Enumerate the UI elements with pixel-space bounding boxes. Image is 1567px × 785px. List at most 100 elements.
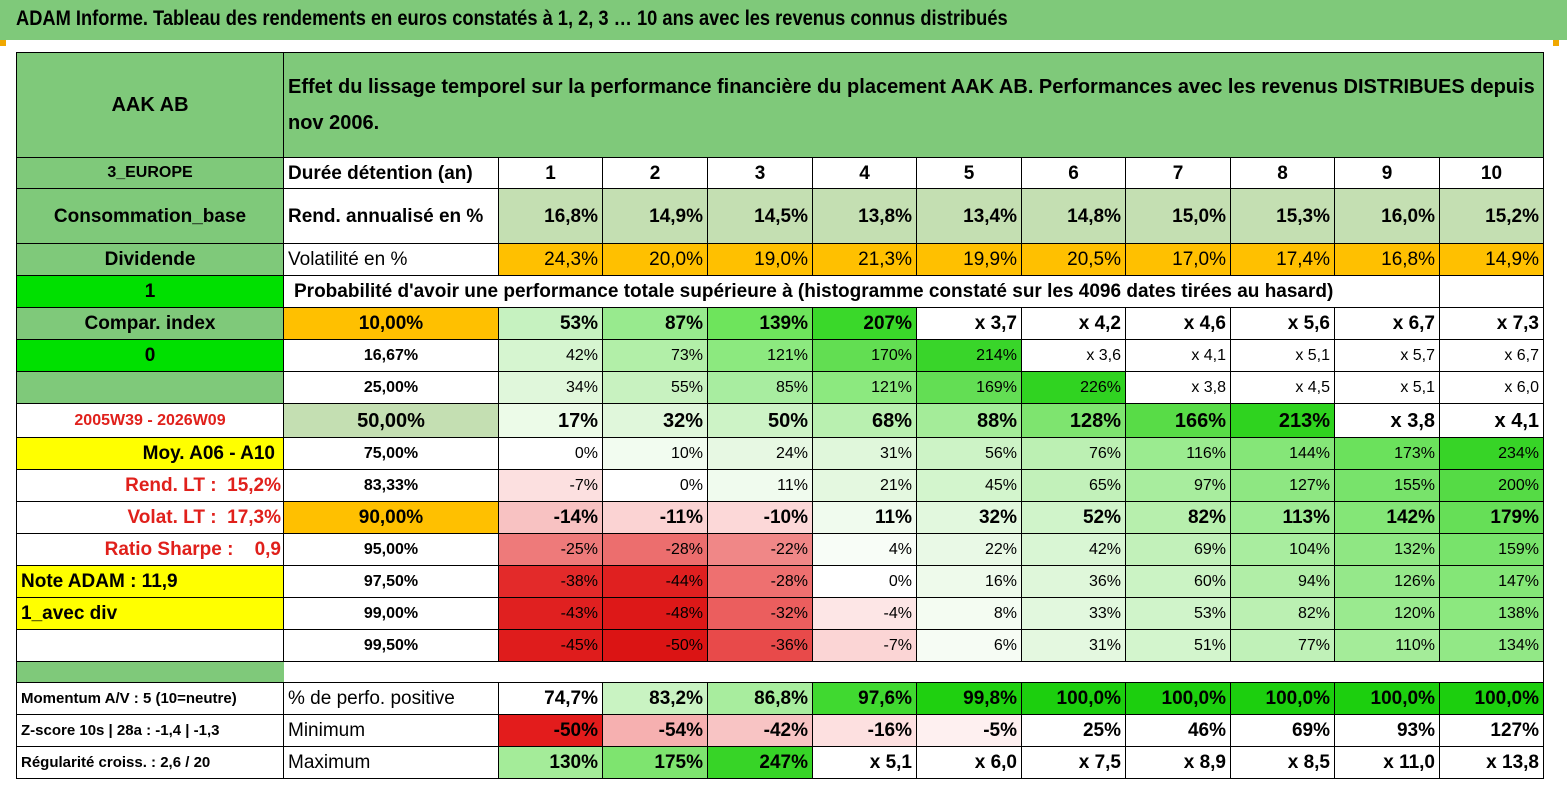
prob-value: 85% (707, 371, 813, 404)
rend-lt-label: Rend. LT : (125, 475, 217, 496)
year-cell: 6 (1021, 157, 1126, 189)
prob-row: 25,00% 34% 55% 85% 121% 169% 226% x 3,8 … (16, 371, 1544, 404)
prob-value: 120% (1334, 597, 1440, 630)
rend-value: 14,9% (602, 188, 708, 244)
year-cell: 2 (602, 157, 708, 189)
rend-label: Rend. annualisé en % (283, 188, 499, 244)
prob-value: 11% (707, 469, 813, 502)
moy-cell: Moy. A06 - A10 (16, 437, 284, 470)
type-cell: Dividende (16, 243, 284, 276)
prob-value: 142% (1334, 501, 1440, 534)
prob-value: -32% (707, 597, 813, 630)
prob-value: 51% (1125, 629, 1231, 662)
volat-lt-label: Volat. LT : (127, 507, 217, 528)
prob-value: 24% (707, 437, 813, 470)
duree-label: Durée détention (an) (283, 157, 499, 189)
prob-value: 60% (1125, 565, 1231, 598)
prob-value: 0% (812, 565, 917, 598)
prob-value: 21% (812, 469, 917, 502)
min-value: -42% (707, 714, 813, 747)
max-label: Maximum (283, 746, 499, 779)
prob-threshold: 10,00% (283, 307, 499, 340)
prob-value: -11% (602, 501, 708, 534)
prob-value: 34% (498, 371, 603, 404)
min-value: 69% (1230, 714, 1335, 747)
prob-value: 10% (602, 437, 708, 470)
prob-value: -10% (707, 501, 813, 534)
prob-value: 32% (916, 501, 1022, 534)
prob-value: 179% (1439, 501, 1544, 534)
prob-value: 8% (916, 597, 1022, 630)
sector-cell: Consommation_base (16, 188, 284, 244)
max-value: x 8,5 (1230, 746, 1335, 779)
prob-threshold: 50,00% (283, 403, 499, 438)
table-description: Effet du lissage temporel sur la perform… (283, 52, 1544, 158)
prob-value: -7% (812, 629, 917, 662)
prob-value: 73% (602, 339, 708, 372)
prob-value: x 5,6 (1230, 307, 1335, 340)
prob-value: x 3,8 (1125, 371, 1231, 404)
prob-value: 144% (1230, 437, 1335, 470)
prob-value: 0% (602, 469, 708, 502)
prob-value: x 4,2 (1021, 307, 1126, 340)
vol-row: Dividende Volatilité en % 24,3% 20,0% 19… (16, 243, 1544, 276)
prob-threshold: 16,67% (283, 339, 499, 372)
prob-threshold: 75,00% (283, 437, 499, 470)
vol-value: 20,0% (602, 243, 708, 276)
prob-value: 134% (1439, 629, 1544, 662)
prob-value: 53% (1125, 597, 1231, 630)
min-value: 93% (1334, 714, 1440, 747)
prob-value: 31% (1021, 629, 1126, 662)
prob-value: 97% (1125, 469, 1231, 502)
header-row: AAK AB Effet du lissage temporel sur la … (16, 52, 1544, 158)
prob-threshold: 83,33% (283, 469, 499, 502)
year-cell: 9 (1334, 157, 1440, 189)
max-value: 130% (498, 746, 603, 779)
max-row: Régularité croiss. : 2,6 / 20 Maximum 13… (16, 746, 1544, 779)
pos-value: 100,0% (1439, 682, 1544, 715)
prob-value: 116% (1125, 437, 1231, 470)
note-adam-cell: Note ADAM : 11,9 (16, 565, 284, 598)
corner-marker (0, 40, 6, 46)
period-cell: 2005W39 - 2026W09 (16, 403, 284, 438)
rend-lt-value: 15,2% (227, 475, 281, 496)
year-cell: 10 (1439, 157, 1544, 189)
vol-value: 16,8% (1334, 243, 1440, 276)
prob-value: 50% (707, 403, 813, 438)
prob-value: 22% (916, 533, 1022, 566)
rend-value: 15,3% (1230, 188, 1335, 244)
prob-value: 77% (1230, 629, 1335, 662)
prob-value: -50% (602, 629, 708, 662)
corner-marker (1553, 40, 1559, 46)
prob-threshold: 90,00% (283, 501, 499, 534)
rend-value: 16,8% (498, 188, 603, 244)
prob-value: 4% (812, 533, 917, 566)
prob-value: x 4,1 (1125, 339, 1231, 372)
fund-name: AAK AB (16, 52, 284, 158)
prob-row: 2005W39 - 2026W09 50,00% 17% 32% 50% 68%… (16, 403, 1544, 438)
prob-row: Compar. index 10,00% 53% 87% 139% 207% x… (16, 307, 1544, 340)
prob-threshold: 99,50% (283, 629, 499, 662)
prob-value: 126% (1334, 565, 1440, 598)
region-cell: 3_EUROPE (16, 157, 284, 189)
prob-row: Rend. LT : 15,2% 83,33% -7% 0% 11% 21% 4… (16, 469, 1544, 502)
prob-value: x 4,6 (1125, 307, 1231, 340)
prob-value: x 5,7 (1334, 339, 1440, 372)
min-value: -54% (602, 714, 708, 747)
pos-value: 100,0% (1334, 682, 1440, 715)
min-value: -50% (498, 714, 603, 747)
prob-value: 16% (916, 565, 1022, 598)
prob-value: 36% (1021, 565, 1126, 598)
empty-cell (16, 629, 284, 662)
pos-value: 97,6% (812, 682, 917, 715)
vol-value: 19,9% (916, 243, 1022, 276)
rend-value: 14,5% (707, 188, 813, 244)
prob-value: 166% (1125, 403, 1231, 438)
vol-value: 14,9% (1439, 243, 1544, 276)
momentum-cell: Momentum A/V : 5 (10=neutre) (16, 682, 284, 715)
year-cell: 5 (916, 157, 1022, 189)
prob-value: x 5,1 (1230, 339, 1335, 372)
vol-value: 17,0% (1125, 243, 1231, 276)
min-row: Z-score 10s | 28a : -1,4 | -1,3 Minimum … (16, 714, 1544, 747)
prob-value: 139% (707, 307, 813, 340)
